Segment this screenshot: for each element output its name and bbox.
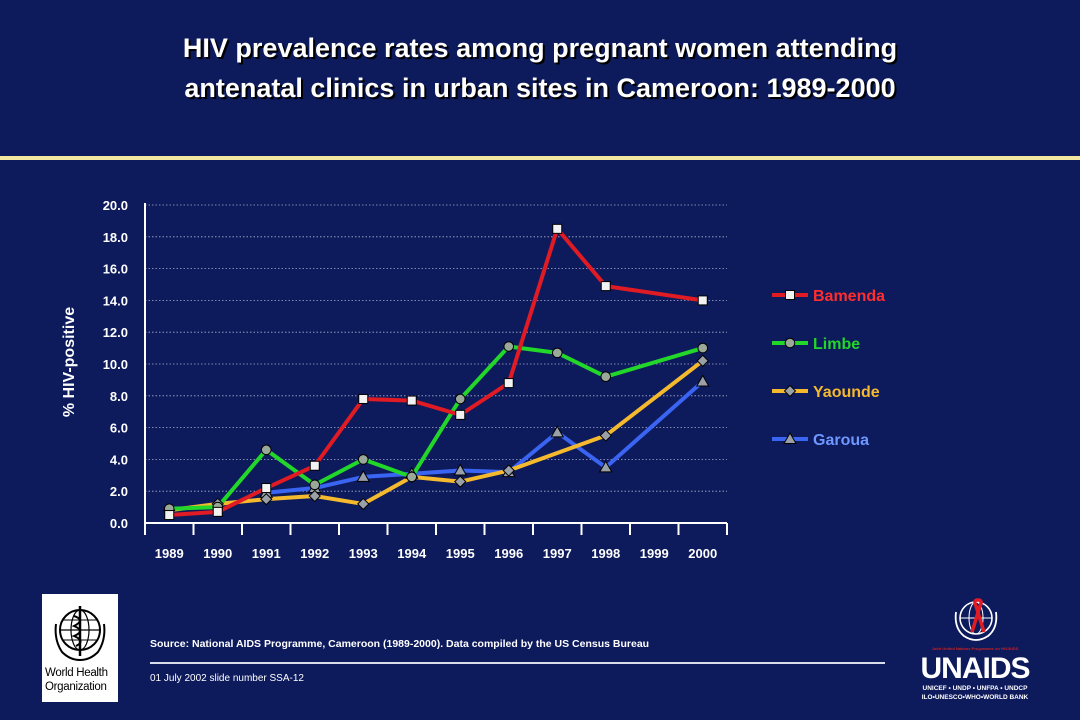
- data-point-circle: [406, 471, 418, 483]
- x-tick-label: 1999: [640, 546, 669, 561]
- data-point-square: [455, 409, 466, 420]
- y-tick-label: 18.0: [103, 230, 128, 245]
- axes: [144, 203, 728, 535]
- data-point-circle: [503, 341, 515, 352]
- x-tick-label: 1991: [252, 546, 281, 561]
- who-name: World Health Organization: [45, 666, 117, 694]
- footer-divider: [150, 662, 885, 664]
- data-point-square: [164, 510, 175, 521]
- data-point-diamond: [357, 497, 370, 511]
- x-tick-label: 1995: [446, 546, 475, 561]
- data-point-circle: [784, 337, 796, 349]
- data-point-diamond: [260, 492, 273, 506]
- series-markers: [163, 223, 710, 521]
- un-emblem-icon: [954, 598, 998, 641]
- data-point-square: [261, 483, 272, 494]
- data-point-triangle: [550, 425, 565, 438]
- data-point-circle: [260, 444, 272, 456]
- data-point-diamond: [599, 429, 612, 442]
- y-tick-label: 14.0: [103, 293, 128, 308]
- x-tick-label: 1996: [494, 546, 523, 561]
- data-point-triangle: [598, 460, 613, 473]
- y-tick-label: 12.0: [103, 325, 128, 340]
- data-point-circle: [551, 347, 563, 359]
- data-point-triangle: [695, 374, 710, 387]
- grid-lines: [145, 204, 727, 492]
- tick-labels: 0.0 2.0 4.0 6.0 8.0 10.0 12.0 14.0 16.0 18.0 20.0 1…: [61, 198, 717, 561]
- x-tick-label: 1997: [543, 546, 572, 561]
- x-tick-label: 1992: [300, 546, 329, 561]
- data-point-triangle: [783, 431, 797, 444]
- unaids-logo: Joint United Nations Programme on HIV/AI…: [920, 592, 1031, 712]
- data-point-square: [785, 290, 795, 300]
- data-point-diamond: [783, 384, 797, 398]
- data-point-square: [552, 223, 563, 234]
- data-point-square: [358, 393, 369, 404]
- data-point-circle: [309, 479, 321, 491]
- y-tick-label: 4.0: [110, 452, 128, 467]
- data-point-triangle: [356, 469, 371, 482]
- who-name-line-1: World Health: [45, 667, 108, 679]
- x-tick-label: 1994: [397, 546, 427, 561]
- x-tick-label: 1989: [155, 546, 184, 561]
- data-point-square: [600, 281, 611, 292]
- y-tick-label: 8.0: [110, 389, 128, 404]
- legend-label-bamenda: Bamenda: [813, 288, 885, 305]
- x-tick-label: 2000: [688, 546, 717, 561]
- x-tick-label: 1998: [591, 546, 620, 561]
- data-point-square: [212, 506, 223, 517]
- title-line-2: antenatal clinics in urban sites in Came…: [184, 73, 896, 103]
- data-point-triangle: [453, 463, 468, 476]
- title-divider: [0, 156, 1080, 160]
- y-tick-label: 16.0: [103, 262, 128, 277]
- unaids-partners: UNICEF • UNDP • UNFPA • UNDCP ILO•UNESCO…: [920, 684, 1030, 702]
- who-emblem-icon: [54, 606, 106, 661]
- data-point-square: [697, 295, 708, 306]
- data-point-diamond: [308, 489, 321, 503]
- unaids-partners-line-2: ILO•UNESCO•WHO•WORLD BANK: [921, 694, 1029, 701]
- y-tick-label: 0.0: [110, 516, 128, 531]
- y-tick-label: 6.0: [110, 421, 128, 436]
- legend-label-garoua: Garoua: [813, 432, 869, 449]
- title-line-1: HIV prevalence rates among pregnant wome…: [182, 33, 898, 63]
- unaids-partners-line-1: UNICEF • UNDP • UNFPA • UNDCP: [922, 685, 1028, 692]
- unaids-wordmark: UNAIDS: [920, 652, 1030, 685]
- unaids-tagline: Joint United Nations Programme on HIV/AI…: [931, 646, 1019, 651]
- x-tick-label: 1993: [349, 546, 378, 561]
- y-tick-label: 10.0: [103, 357, 128, 372]
- series-lines: [168, 226, 705, 518]
- y-tick-label: 20.0: [103, 198, 128, 213]
- data-point-circle: [357, 454, 369, 465]
- data-point-diamond: [696, 354, 709, 368]
- data-point-circle: [454, 393, 466, 405]
- data-point-square: [406, 395, 417, 406]
- legend-label-yaounde: Yaounde: [813, 384, 880, 401]
- data-point-square: [503, 378, 514, 389]
- source-note: Source: National AIDS Programme, Cameroo…: [150, 638, 650, 650]
- who-name-line-2: Organization: [45, 681, 107, 693]
- y-tick-label: 2.0: [110, 484, 128, 499]
- data-point-circle: [697, 342, 709, 354]
- slide-title: HIV prevalence rates among pregnant wome…: [40, 28, 1040, 108]
- legend-label-limbe: Limbe: [813, 336, 860, 353]
- who-logo: World Health Organization: [42, 594, 118, 702]
- data-point-square: [309, 460, 320, 471]
- data-point-diamond: [454, 475, 467, 488]
- slide-reference: 01 July 2002 slide number SSA-12: [150, 673, 304, 684]
- data-point-circle: [600, 371, 612, 383]
- x-tick-label: 1990: [203, 546, 232, 561]
- data-point-diamond: [502, 464, 515, 477]
- legend: Bamenda Limbe Yaounde Garoua: [772, 288, 885, 449]
- y-axis-label: % HIV-positive: [61, 307, 78, 417]
